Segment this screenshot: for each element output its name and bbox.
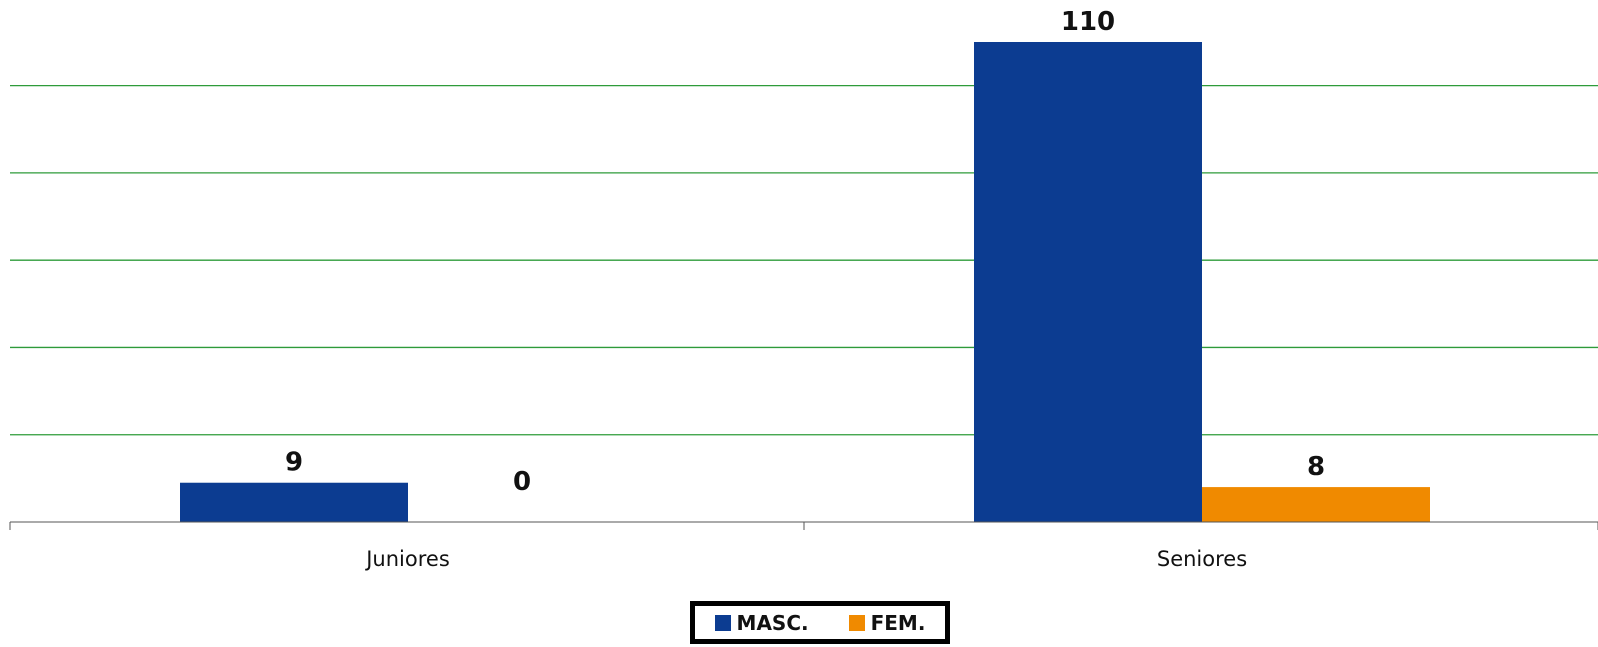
bar-fem-seniores <box>1202 487 1430 522</box>
value-label: 110 <box>1061 7 1115 37</box>
x-axis: Juniores Seniores <box>9 521 1598 571</box>
value-label: 9 <box>285 448 303 478</box>
bars <box>180 42 1430 522</box>
category-label-juniores: Juniores <box>364 547 450 571</box>
legend-item-masc: MASC. <box>714 610 809 635</box>
legend-label-fem: FEM. <box>870 610 926 635</box>
gridlines <box>10 84 1598 436</box>
legend: MASC. FEM. <box>690 601 950 644</box>
legend-label-masc: MASC. <box>736 610 809 635</box>
value-labels: 9 0 110 8 <box>285 7 1325 497</box>
legend-swatch-fem <box>848 614 865 631</box>
value-label: 8 <box>1307 452 1325 482</box>
bar-masc-seniores <box>974 42 1202 522</box>
bar-masc-juniores <box>180 482 408 522</box>
legend-swatch-masc <box>714 614 731 631</box>
category-label-seniores: Seniores <box>1157 547 1247 571</box>
value-label: 0 <box>513 467 531 497</box>
legend-item-fem: FEM. <box>848 610 926 635</box>
